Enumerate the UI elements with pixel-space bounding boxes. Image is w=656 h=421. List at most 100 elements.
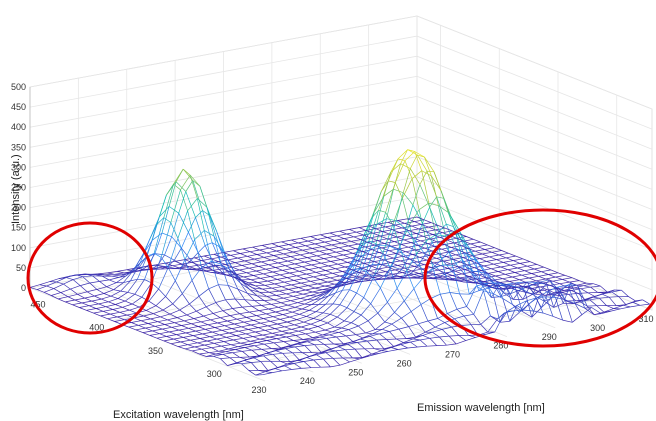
mesh-segment	[313, 358, 324, 361]
mesh-segment	[433, 262, 442, 267]
mesh-segment	[243, 276, 252, 281]
mesh-segment	[523, 286, 531, 289]
mesh-segment	[202, 333, 210, 338]
mesh-segment	[214, 325, 225, 328]
mesh-segment	[169, 309, 180, 315]
mesh-segment	[189, 295, 200, 305]
mesh-segment	[157, 321, 165, 325]
mesh-segment	[361, 267, 369, 272]
mesh-segment	[146, 310, 154, 315]
mesh-segment	[63, 279, 74, 285]
mesh-segment	[429, 336, 440, 339]
mesh-segment	[176, 265, 185, 270]
mesh-segment	[177, 238, 186, 260]
mesh-segment	[289, 360, 297, 362]
mesh-segment	[320, 320, 328, 324]
mesh-segment	[262, 245, 270, 249]
mesh-segment	[206, 353, 216, 357]
mesh-segment	[280, 302, 289, 306]
mesh-segment	[329, 334, 337, 338]
mesh-segment	[306, 357, 314, 361]
mesh-segment	[132, 303, 140, 308]
mesh-segment	[272, 314, 283, 318]
mesh-segment	[572, 314, 583, 323]
mesh-segment	[300, 237, 309, 242]
mesh-segment	[304, 345, 313, 353]
mesh-segment	[292, 311, 300, 315]
mesh-segment	[128, 266, 136, 274]
mesh-segment	[414, 221, 422, 225]
mesh-segment	[172, 265, 180, 269]
mesh-segment	[420, 337, 430, 341]
mesh-segment	[524, 270, 532, 274]
mesh-segment	[363, 278, 371, 281]
mesh-segment	[217, 273, 225, 275]
mesh-segment	[322, 287, 332, 291]
mesh-segment	[160, 222, 172, 258]
mesh-segment	[84, 297, 92, 302]
mesh-segment	[406, 270, 415, 289]
mesh-segment	[576, 282, 587, 286]
mesh-segment	[438, 269, 446, 274]
mesh-segment	[401, 227, 410, 232]
mesh-segment	[404, 160, 413, 179]
mesh-segment	[460, 238, 471, 259]
mesh-segment	[227, 362, 235, 366]
mesh-segment	[222, 268, 230, 272]
mesh-segment	[228, 332, 237, 336]
mesh-segment	[537, 290, 546, 296]
mesh-segment	[287, 319, 297, 323]
mesh-segment	[249, 251, 258, 255]
y-tick-label: 450	[30, 299, 45, 309]
mesh-segment	[171, 213, 180, 237]
mesh-segment	[285, 293, 294, 297]
mesh-segment	[419, 255, 430, 258]
mesh-segment	[186, 314, 194, 319]
mesh-segment	[404, 266, 415, 269]
mesh-segment	[350, 257, 358, 261]
mesh-segment	[298, 287, 306, 291]
mesh-segment	[68, 274, 76, 277]
mesh-segment	[561, 292, 569, 295]
mesh-segment	[143, 315, 151, 320]
mesh-segment	[242, 248, 251, 253]
mesh-segment	[201, 348, 210, 354]
mesh-segment	[571, 277, 580, 281]
mesh-segment	[232, 270, 241, 284]
mesh-segment	[466, 279, 474, 283]
mesh-segment	[252, 336, 261, 340]
mesh-segment	[370, 287, 381, 304]
mesh-segment	[398, 326, 409, 330]
mesh-segment	[313, 274, 324, 278]
mesh-segment	[492, 279, 501, 283]
mesh-segment	[302, 249, 310, 254]
mesh-segment	[316, 311, 324, 314]
mesh-segment	[167, 317, 178, 321]
mesh-segment	[384, 243, 392, 247]
mesh-segment	[284, 326, 292, 330]
mesh-segment	[519, 300, 527, 313]
mesh-segment	[412, 252, 423, 255]
mesh-segment	[303, 276, 314, 279]
mesh-segment	[241, 363, 249, 371]
mesh-segment	[397, 265, 406, 269]
mesh-segment	[162, 266, 170, 270]
mesh-segment	[300, 282, 309, 287]
mesh-segment	[205, 327, 215, 330]
mesh-segment	[253, 318, 264, 321]
mesh-segment	[550, 269, 559, 274]
mesh-segment	[492, 293, 501, 323]
mesh-segment	[476, 277, 486, 280]
mesh-segment	[200, 321, 209, 326]
mesh-segment	[339, 289, 350, 305]
mesh-segment	[541, 269, 552, 273]
mesh-segment	[347, 342, 358, 345]
mesh-segment	[130, 278, 138, 282]
mesh-segment	[111, 274, 122, 277]
mesh-segment	[315, 303, 327, 312]
mesh-segment	[275, 267, 283, 271]
mesh-segment	[338, 282, 347, 288]
mesh-segment	[326, 338, 335, 345]
mesh-segment	[251, 349, 260, 357]
mesh-segment	[190, 339, 198, 344]
